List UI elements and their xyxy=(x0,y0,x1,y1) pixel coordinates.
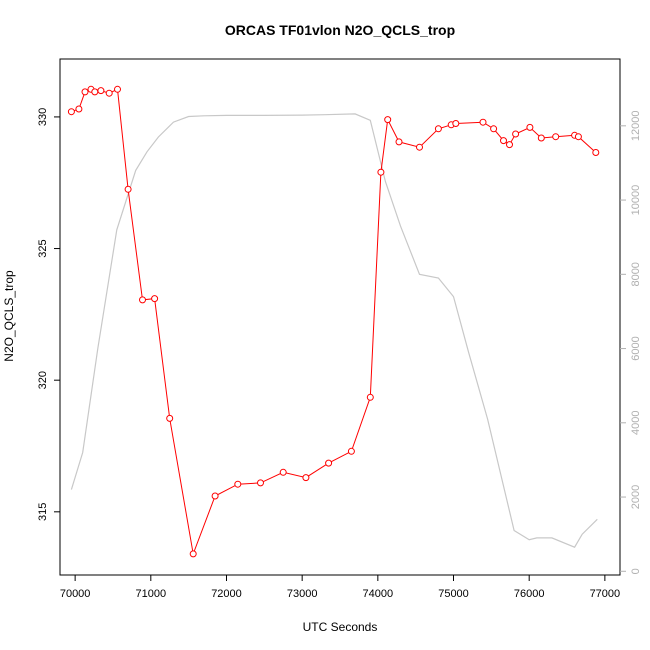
series-1-point xyxy=(434,125,442,133)
y2-tick-label: 0 xyxy=(630,568,642,574)
x-tick-label: 77000 xyxy=(590,588,621,600)
x-tick-label: 74000 xyxy=(363,588,394,600)
series-1-point xyxy=(416,143,423,151)
y2-tick-label: 10000 xyxy=(630,185,642,216)
series-1-point xyxy=(124,185,132,193)
y2-tick-label: 4000 xyxy=(630,411,642,435)
series-1-point xyxy=(347,447,355,455)
series-1-point xyxy=(234,480,242,488)
y2-tick-label: 8000 xyxy=(630,262,642,286)
series-1-point xyxy=(279,468,287,476)
series-1-point xyxy=(139,296,146,304)
y-axis: 315 320 325 330 xyxy=(37,108,60,521)
x-tick-label: 76000 xyxy=(514,588,545,600)
y2-tick-label: 6000 xyxy=(630,336,642,360)
y2-tick-label: 2000 xyxy=(630,485,642,509)
y-tick-label: 315 xyxy=(37,503,49,521)
series-1-point xyxy=(552,133,560,141)
series-1-point xyxy=(377,168,385,176)
series-1-point xyxy=(67,108,75,116)
y-tick-label: 320 xyxy=(37,371,49,389)
series-1-point xyxy=(105,89,113,97)
y-tick-label: 325 xyxy=(37,239,49,257)
series-1-point xyxy=(75,105,83,113)
y2-tick-label: 12000 xyxy=(630,111,642,142)
series-1-point xyxy=(384,116,392,124)
series-1-point xyxy=(81,88,89,96)
series-1-point xyxy=(366,393,374,401)
series-1-point xyxy=(91,88,99,96)
series-1-point xyxy=(479,118,487,126)
series-1-point xyxy=(166,414,174,422)
plot-frame xyxy=(59,58,621,576)
x-axis: 70000 71000 72000 73000 74000 75000 76000 77000 xyxy=(60,575,620,600)
series-1-point xyxy=(592,149,600,156)
series-1-point xyxy=(302,474,310,482)
series-1-point xyxy=(490,125,498,133)
series-1-line xyxy=(71,88,597,556)
chart-title: ORCAS TF01vlon N2O_QCLS_trop xyxy=(225,22,455,38)
series-1-point xyxy=(257,479,264,487)
x-axis-label: UTC Seconds xyxy=(303,620,378,634)
series-1-point xyxy=(574,133,582,141)
series-1-point xyxy=(526,123,534,131)
series-1-point xyxy=(512,130,520,138)
series-1-point xyxy=(452,120,460,127)
x-tick-label: 73000 xyxy=(287,588,318,600)
y2-axis: 0 2000 4000 6000 8000 10000 12000 xyxy=(620,111,642,574)
series-1-point xyxy=(151,295,159,303)
y-tick-label: 330 xyxy=(37,108,49,126)
series-1-point xyxy=(189,550,197,558)
series-2-line xyxy=(70,113,598,548)
series-1-point xyxy=(211,492,219,500)
y-axis-label: N2O_QCLS_trop xyxy=(2,270,16,362)
series-1-point xyxy=(97,87,105,95)
series-1-point xyxy=(395,138,403,146)
x-tick-label: 72000 xyxy=(211,588,242,600)
series-1-point xyxy=(537,134,545,142)
x-tick-label: 75000 xyxy=(438,588,469,600)
series-1-point xyxy=(506,141,513,149)
x-tick-label: 70000 xyxy=(60,588,91,600)
series-1-point xyxy=(325,459,333,467)
series-1-point xyxy=(114,85,121,93)
x-tick-label: 71000 xyxy=(136,588,167,600)
series-1-point xyxy=(500,137,507,145)
series-layer xyxy=(67,85,600,558)
